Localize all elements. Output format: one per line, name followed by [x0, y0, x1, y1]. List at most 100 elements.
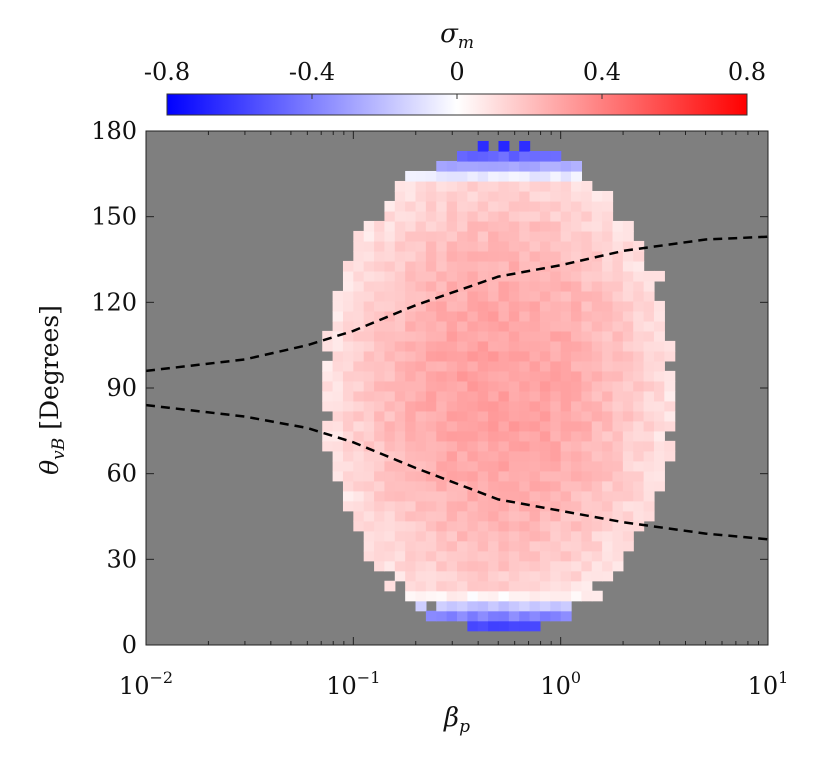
heatmap-cell [612, 500, 624, 512]
heatmap-cell [467, 370, 479, 382]
y-tick-label: 120 [91, 288, 137, 316]
heatmap-cell [602, 240, 614, 252]
x-tick-label: 101 [748, 668, 789, 700]
heatmap-cell [508, 330, 520, 342]
heatmap-cell [363, 530, 375, 542]
heatmap-cell [477, 530, 489, 542]
heatmap-cell [529, 480, 541, 492]
heatmap-cell [581, 520, 593, 532]
heatmap-cell [446, 550, 458, 562]
heatmap-cell [529, 510, 541, 522]
heatmap-cell [374, 220, 386, 232]
heatmap-cell [477, 430, 489, 442]
boundary-curves [146, 235, 768, 541]
heatmap-cell [591, 260, 603, 272]
heatmap-cell [488, 430, 500, 442]
heatmap-cell [363, 370, 375, 382]
heatmap-cell [550, 240, 562, 252]
heatmap-cell [498, 270, 510, 282]
heatmap-cell [571, 540, 582, 552]
heatmap-cell [550, 360, 562, 372]
heatmap-cell [446, 400, 458, 412]
heatmap-cell [508, 570, 520, 582]
heatmap-cell [374, 280, 386, 292]
heatmap-cell [405, 400, 417, 412]
heatmap-cell [384, 490, 396, 502]
heatmap-cell [467, 300, 479, 312]
heatmap-cell [363, 330, 375, 342]
heatmap-cell [643, 490, 655, 502]
heatmap-cell [436, 470, 448, 482]
heatmap-cell [560, 280, 572, 292]
heatmap-cell [477, 600, 489, 612]
heatmap-cell [477, 480, 489, 492]
heatmap-cell [384, 510, 396, 522]
heatmap-cell [498, 170, 510, 182]
heatmap-cell [653, 430, 665, 442]
heatmap-cell [332, 380, 344, 392]
heatmap-cell [374, 420, 386, 432]
heatmap-cell [488, 200, 500, 212]
heatmap-cell [457, 160, 468, 172]
heatmap-cell [508, 410, 520, 422]
heatmap-cell [446, 350, 458, 362]
heatmap-cell [436, 450, 448, 462]
heatmap-cell [633, 480, 645, 492]
heatmap-cell [633, 300, 645, 312]
heatmap-cell [519, 180, 531, 192]
heatmap-cell [550, 400, 562, 412]
heatmap-cell [446, 430, 458, 442]
heatmap-cell [436, 610, 448, 622]
heatmap-cell [363, 360, 375, 372]
heatmap-cell [353, 280, 365, 292]
heatmap-cell [477, 410, 489, 422]
heatmap-cell [477, 540, 489, 552]
heatmap-cell [415, 180, 427, 192]
heatmap-cell [457, 520, 468, 532]
heatmap-cell [332, 450, 344, 462]
heatmap-cell [363, 220, 375, 232]
heatmap-cell [498, 620, 510, 632]
heatmap-cell [498, 570, 510, 582]
heatmap-cell [384, 460, 396, 472]
y-axis-label-subscript: vB [49, 438, 69, 460]
heatmap-cell [508, 290, 520, 302]
heatmap-cell [498, 300, 510, 312]
heatmap-cell [457, 320, 468, 332]
heatmap-cell [405, 220, 417, 232]
heatmap-cell [425, 610, 437, 622]
heatmap-cell [322, 360, 334, 372]
heatmap-cell [581, 310, 593, 322]
colorbar: -0.8 -0.4 0 0.4 0.8 σm [144, 19, 766, 116]
heatmap-cell [529, 390, 541, 402]
heatmap-cell [581, 470, 593, 482]
heatmap-cell [405, 270, 417, 282]
heatmap-cell [374, 480, 386, 492]
heatmap-cell [571, 470, 582, 482]
heatmap-cell [622, 220, 634, 232]
heatmap-cell [467, 470, 479, 482]
heatmap-cell [446, 560, 458, 572]
heatmap-cell [332, 350, 344, 362]
heatmap-cell [633, 260, 645, 272]
heatmap-cell [394, 320, 406, 332]
heatmap-cell [602, 510, 614, 522]
heatmap-cell [394, 290, 406, 302]
heatmap-cell [488, 280, 500, 292]
heatmap-cell [384, 210, 396, 222]
heatmap-cell [415, 390, 427, 402]
heatmap-cell [394, 310, 406, 322]
heatmap-cell [457, 390, 468, 402]
heatmap-cell [581, 190, 593, 202]
heatmap-cell [467, 340, 479, 352]
heatmap-cell [622, 420, 634, 432]
heatmap-cell [560, 270, 572, 282]
heatmap-cell [467, 170, 479, 182]
heatmap-cell [539, 400, 551, 412]
heatmap-cell [653, 460, 665, 472]
heatmap-cell [477, 500, 489, 512]
heatmap-cell [374, 450, 386, 462]
heatmap-cell [519, 300, 531, 312]
heatmap-cell [612, 320, 624, 332]
heatmap-cell [436, 360, 448, 372]
